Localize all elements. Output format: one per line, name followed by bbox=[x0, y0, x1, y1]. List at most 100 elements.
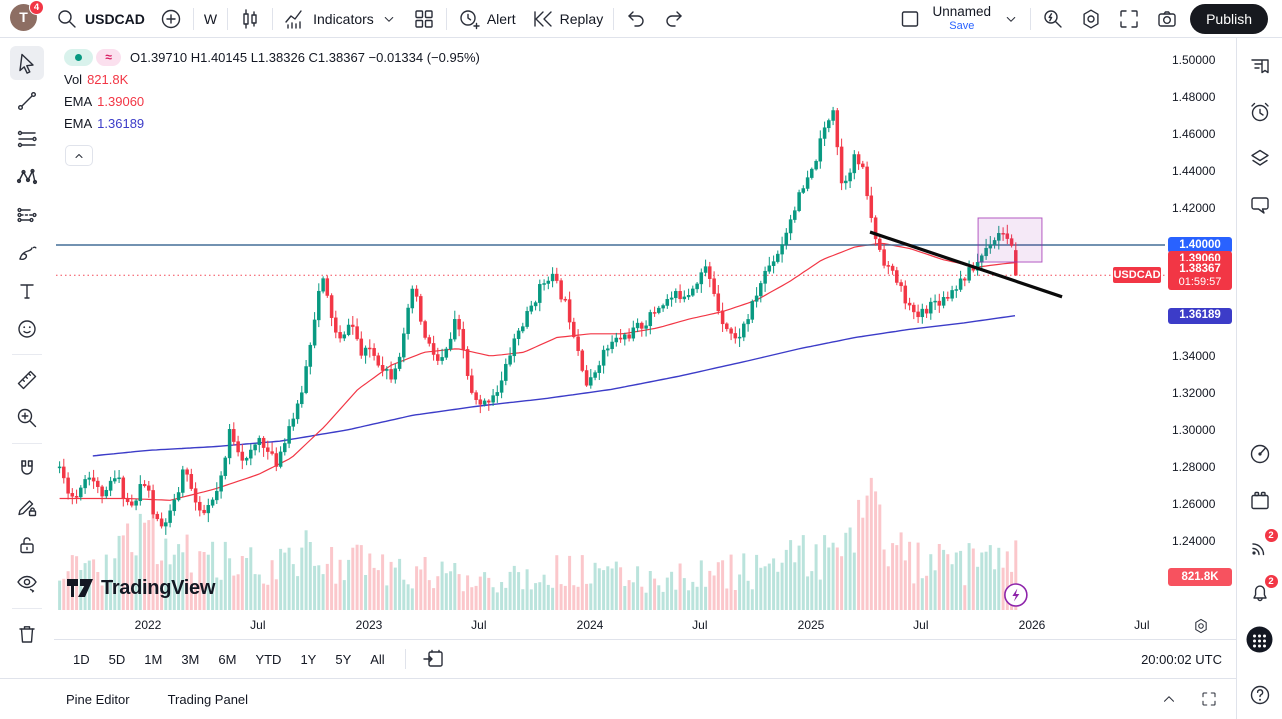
drawing-mode-button[interactable] bbox=[10, 490, 44, 524]
brush-tool-button[interactable] bbox=[10, 236, 44, 270]
magnet-mode-button[interactable] bbox=[10, 452, 44, 486]
toolbar-separator bbox=[445, 7, 447, 30]
time-axis-label: 2023 bbox=[355, 618, 383, 632]
interval-button[interactable]: W bbox=[197, 3, 224, 35]
top-toolbar: T 4 USDCAD W Indicators Alert bbox=[0, 0, 1282, 38]
approx-data-pill[interactable]: ≈ bbox=[96, 48, 121, 66]
measure-tool-button[interactable] bbox=[10, 363, 44, 397]
undo-button[interactable] bbox=[617, 3, 655, 35]
compare-symbol-button[interactable] bbox=[152, 3, 190, 35]
projection-tool-button[interactable] bbox=[10, 198, 44, 232]
layout-select-button[interactable] bbox=[891, 3, 929, 35]
chat-button[interactable] bbox=[1244, 189, 1276, 221]
screener-button[interactable] bbox=[1244, 438, 1276, 470]
rectangle-drawing[interactable] bbox=[977, 217, 1043, 263]
cursor-icon bbox=[19, 53, 34, 74]
panel-expand-icon[interactable] bbox=[1160, 690, 1178, 708]
range-button-ytd[interactable]: YTD bbox=[248, 647, 288, 672]
time-axis[interactable]: 2022 Jul 2023 Jul 2024 Jul 2025 Jul 2026 Jul bbox=[56, 612, 1165, 639]
price-scale[interactable]: 1.50000 1.48000 1.46000 1.44000 1.42000 1.340… bbox=[1165, 38, 1236, 612]
fullscreen-button[interactable] bbox=[1110, 3, 1148, 35]
zoom-in-icon bbox=[17, 408, 37, 428]
tab-pine-editor[interactable]: Pine Editor bbox=[66, 691, 130, 707]
layout-name-button[interactable]: Unnamed Save bbox=[929, 3, 996, 34]
legend-ohlc-row: ≈ O1.39710 H1.40145 L1.38326 C1.38367 −0… bbox=[64, 46, 480, 68]
cursor-tool-button[interactable] bbox=[10, 46, 44, 80]
ema1-label: EMA bbox=[64, 93, 93, 109]
legend-collapse-button[interactable] bbox=[65, 145, 93, 166]
ema1-value: 1.39060 bbox=[97, 93, 145, 109]
range-button-1m[interactable]: 1M bbox=[137, 647, 169, 672]
redo-button[interactable] bbox=[655, 3, 693, 35]
indicators-button[interactable]: Indicators bbox=[276, 3, 405, 35]
range-button-1d[interactable]: 1D bbox=[66, 647, 97, 672]
tab-trading-panel[interactable]: Trading Panel bbox=[167, 691, 249, 707]
price-tick: 1.42000 bbox=[1172, 201, 1216, 215]
legend-ema1-row: EMA 1.39060 bbox=[64, 90, 480, 112]
save-layout-link[interactable]: Save bbox=[949, 19, 975, 32]
all-apps-button[interactable] bbox=[1244, 623, 1276, 655]
range-button-all[interactable]: All bbox=[363, 647, 391, 672]
chart-settings-button[interactable] bbox=[1072, 3, 1110, 35]
object-tree-button[interactable] bbox=[1244, 142, 1276, 174]
range-button-6m[interactable]: 6M bbox=[211, 647, 243, 672]
range-button-1y[interactable]: 1Y bbox=[293, 647, 323, 672]
user-menu-button[interactable]: T 4 bbox=[10, 0, 44, 34]
price-label-ema_slow: 1.36189 bbox=[1168, 307, 1232, 324]
pattern-tool-button[interactable] bbox=[10, 160, 44, 194]
trend-line-drawing[interactable] bbox=[869, 230, 1063, 299]
symbol-search-button[interactable]: USDCAD bbox=[48, 3, 152, 35]
text-tool-button[interactable] bbox=[10, 274, 44, 308]
zoom-in-tool-button[interactable] bbox=[10, 401, 44, 435]
toolbar-divider bbox=[12, 354, 42, 355]
watchlist-button[interactable] bbox=[1244, 50, 1276, 82]
notifications-button[interactable]: 2 bbox=[1244, 574, 1279, 609]
price-label-volume: 821.8K bbox=[1168, 568, 1232, 586]
ema-fast-line[interactable] bbox=[59, 242, 1016, 501]
projection-icon bbox=[17, 207, 37, 223]
hide-drawings-button[interactable] bbox=[10, 566, 44, 600]
layers-icon bbox=[1250, 149, 1269, 166]
price-tick: 1.26000 bbox=[1172, 497, 1216, 511]
market-status-pill[interactable] bbox=[64, 48, 93, 66]
range-button-5d[interactable]: 5D bbox=[102, 647, 133, 672]
quick-search-button[interactable] bbox=[1034, 3, 1072, 35]
panel-maximize-icon[interactable] bbox=[1200, 690, 1218, 708]
calendar-button[interactable] bbox=[1244, 485, 1276, 517]
volume-label: Vol bbox=[64, 71, 83, 87]
emoji-tool-button[interactable] bbox=[10, 312, 44, 346]
chart-style-button[interactable] bbox=[231, 3, 269, 35]
trend-line-tool-button[interactable] bbox=[10, 84, 44, 118]
layout-menu-chevron[interactable] bbox=[995, 3, 1027, 35]
help-button[interactable] bbox=[1244, 679, 1276, 711]
alerts-panel-button[interactable] bbox=[1244, 96, 1276, 128]
toolbar-separator bbox=[227, 7, 229, 30]
indicator-templates-button[interactable] bbox=[405, 3, 443, 35]
broadcast-icon bbox=[1251, 543, 1264, 556]
ema-slow-line[interactable] bbox=[92, 315, 1016, 457]
toolbar-separator bbox=[1030, 7, 1032, 30]
snapshot-button[interactable] bbox=[1148, 3, 1186, 35]
alert-button[interactable]: Alert bbox=[450, 3, 523, 35]
range-button-3m[interactable]: 3M bbox=[174, 647, 206, 672]
go-to-date-button[interactable] bbox=[414, 643, 452, 675]
text-icon bbox=[20, 284, 34, 299]
ohlc-values: O1.39710 H1.40145 L1.38326 C1.38367 −0.0… bbox=[130, 49, 480, 65]
server-clock[interactable]: 20:00:02 UTC bbox=[1141, 651, 1222, 667]
chart-pane[interactable]: ≈ O1.39710 H1.40145 L1.38326 C1.38367 −0… bbox=[56, 38, 1165, 612]
indicators-label: Indicators bbox=[313, 10, 374, 27]
publish-button[interactable]: Publish bbox=[1190, 3, 1268, 34]
fib-retracement-tool-button[interactable] bbox=[10, 122, 44, 156]
fullscreen-icon bbox=[1120, 9, 1138, 28]
flash-marker-icon[interactable] bbox=[1004, 583, 1028, 607]
replay-button[interactable]: Replay bbox=[523, 3, 611, 35]
bottom-toolbar: 1D 5D 1M 3M 6M YTD 1Y 5Y All 20:00:02 UTC bbox=[0, 639, 1236, 678]
time-axis-label: Jul bbox=[692, 618, 708, 632]
remove-drawings-button[interactable] bbox=[10, 617, 44, 651]
lock-drawings-button[interactable] bbox=[10, 528, 44, 562]
range-button-5y[interactable]: 5Y bbox=[328, 647, 358, 672]
toolbar-divider bbox=[12, 443, 42, 444]
price-chart[interactable] bbox=[56, 38, 1165, 612]
streams-button[interactable]: 2 bbox=[1244, 528, 1279, 563]
axis-settings-corner[interactable] bbox=[1165, 612, 1236, 639]
